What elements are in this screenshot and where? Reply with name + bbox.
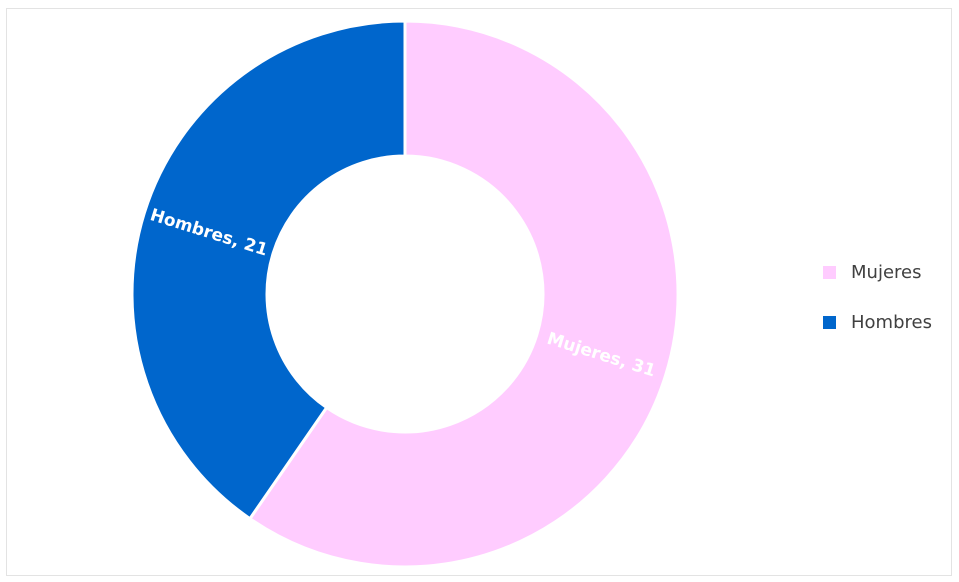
chart-legend: Mujeres Hombres [823,258,932,336]
legend-item-hombres: Hombres [823,308,932,336]
slice-hombres [130,19,407,521]
legend-swatch-mujeres [823,265,836,279]
legend-item-mujeres: Mujeres [823,258,932,286]
donut-slices [130,19,680,569]
slice-mujeres [247,19,680,569]
legend-swatch-hombres [823,315,836,329]
legend-label-hombres: Hombres [851,311,932,333]
legend-label-mujeres: Mujeres [851,261,922,283]
